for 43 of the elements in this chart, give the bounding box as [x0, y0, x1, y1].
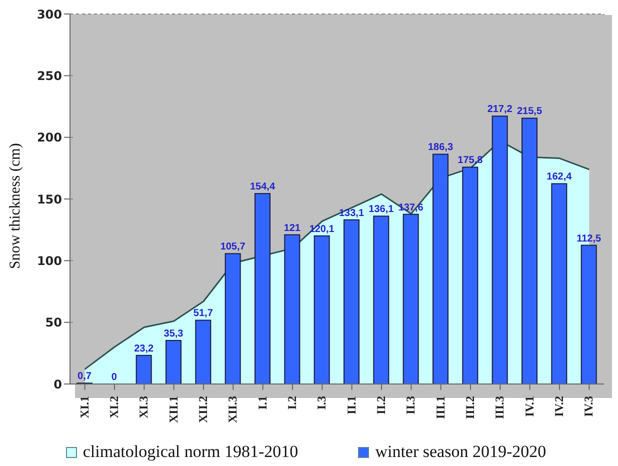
data-label: 51,7	[193, 308, 214, 320]
legend-label: climatological norm 1981-2010	[82, 442, 298, 462]
y-tick-label: 50	[45, 316, 62, 330]
data-label: 154,4	[250, 182, 276, 193]
data-label: 112,5	[576, 233, 602, 244]
legend-label: winter season 2019-2020	[374, 442, 546, 462]
data-label: 0,7	[78, 371, 92, 382]
data-label: 136,1	[368, 204, 394, 216]
y-tick-label: 0	[54, 377, 62, 392]
data-label: 186,3	[428, 142, 454, 154]
y-axis-title: Snow thickness (cm)	[7, 143, 24, 269]
data-label: 215,5	[516, 106, 542, 118]
x-tick-label: III.3	[492, 396, 507, 420]
y-tick-label: 100	[36, 254, 62, 268]
y-tick-label: 250	[36, 68, 62, 83]
x-tick-label: I.1	[255, 396, 270, 410]
x-tick-label: XI.3	[136, 396, 151, 418]
x-tick-label: XII.2	[196, 396, 210, 424]
data-label: 133,1	[338, 208, 364, 219]
x-tick-label: XI.1	[77, 396, 92, 418]
y-tick-label: 200	[36, 130, 62, 145]
data-label: 23,2	[134, 343, 154, 354]
x-tick-label: IV.2	[552, 396, 566, 417]
x-tick-label: II.3	[404, 396, 418, 414]
x-tick-label: II.1	[344, 396, 358, 414]
x-tick-label: III.1	[433, 396, 448, 420]
x-tick-label: XII.3	[226, 396, 240, 424]
data-label: 105,7	[220, 242, 246, 253]
x-tick-label: XI.2	[107, 396, 122, 418]
x-tick-label: IV.1	[522, 396, 536, 417]
x-tick-label: I.2	[285, 396, 300, 410]
data-label: 217,2	[487, 104, 513, 116]
x-tick-label: I.3	[314, 396, 329, 410]
x-tick-label: XII.1	[166, 396, 180, 424]
y-tick-label: 300	[36, 7, 62, 22]
y-tick-label: 150	[36, 192, 62, 206]
data-label: 121	[284, 222, 301, 234]
x-tick-label: II.2	[374, 396, 388, 414]
x-tick-label: IV.3	[582, 396, 596, 417]
data-label: 0	[111, 372, 118, 383]
data-label: 35,3	[164, 328, 184, 340]
x-tick-label: III.2	[463, 396, 478, 420]
data-label: 162,4	[546, 172, 572, 183]
